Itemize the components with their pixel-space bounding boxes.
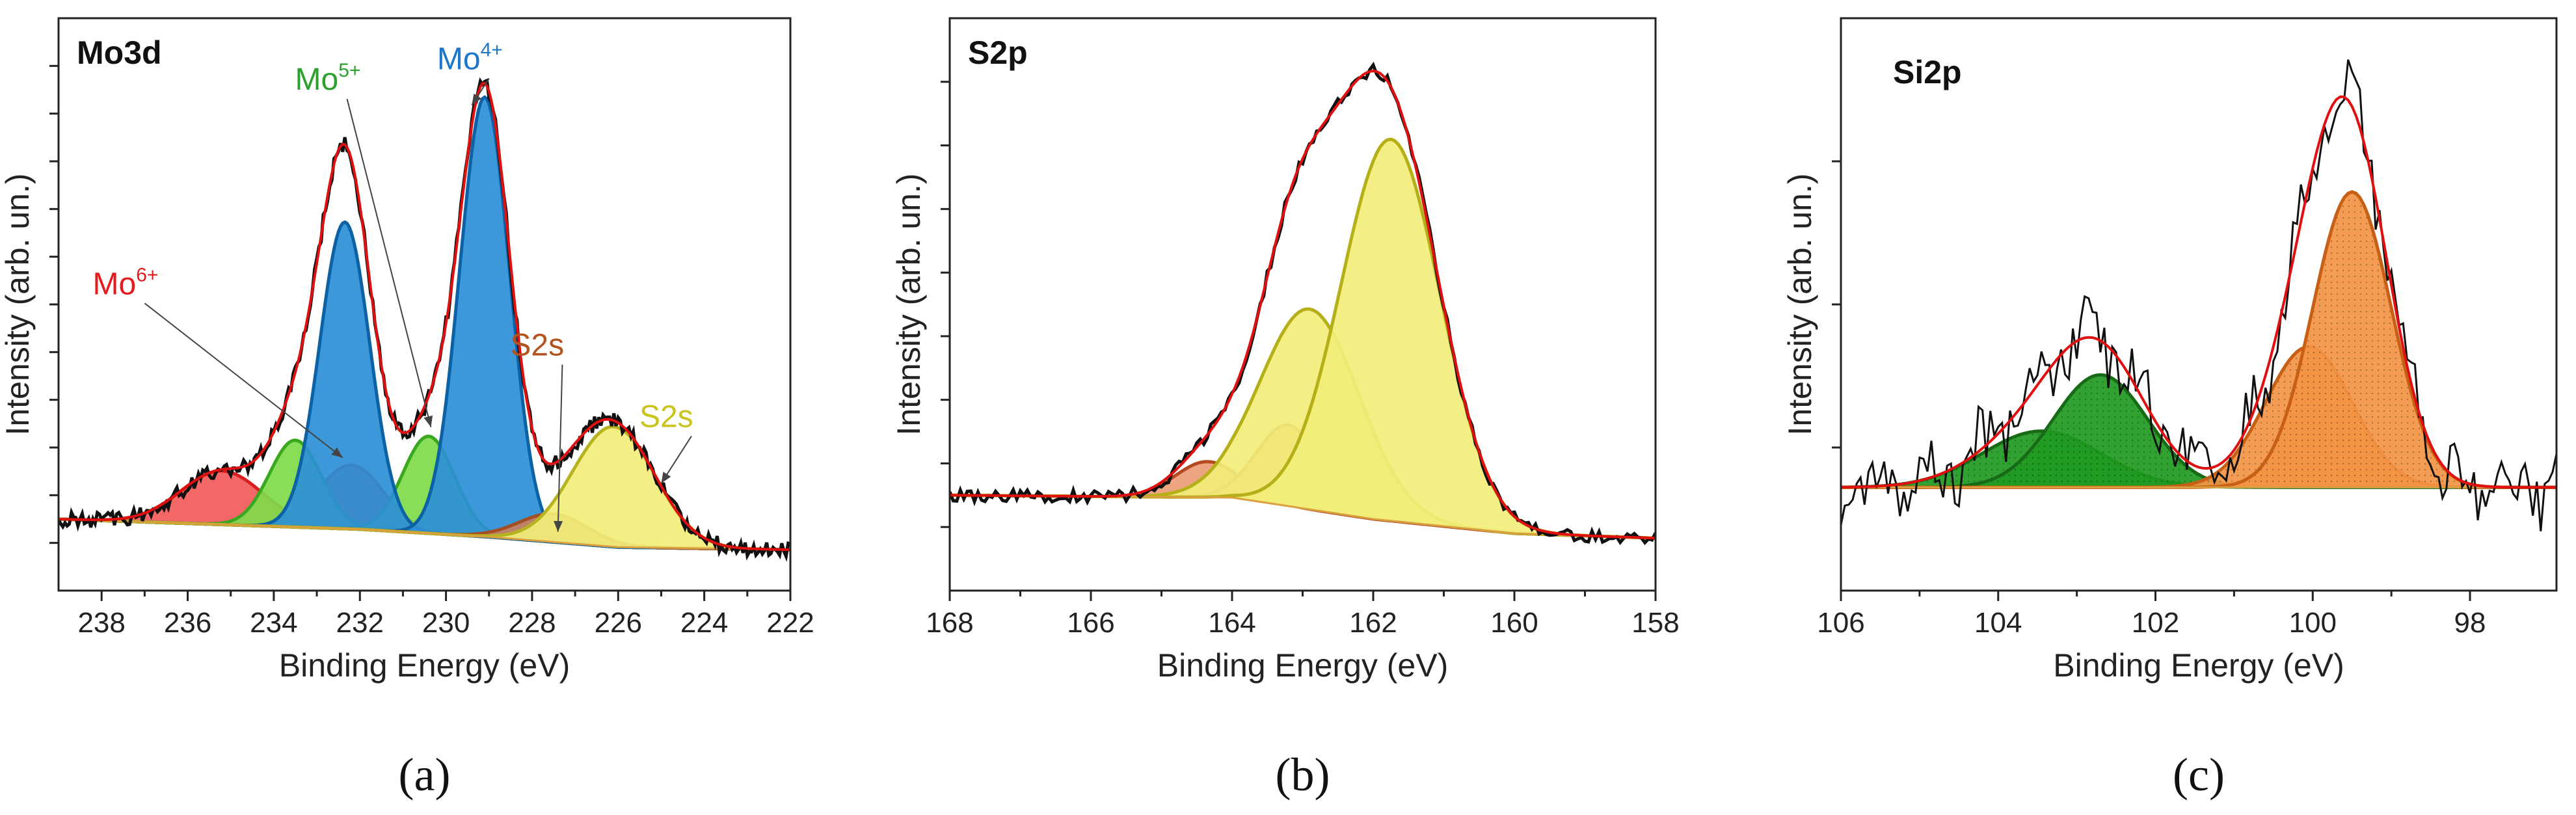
annotation-label: S2s — [510, 328, 564, 363]
panel-b: 168 166 164 162 160 158 Binding Energy (eV) Int… — [891, 17, 1680, 801]
annotation-label: Mo6+ — [93, 264, 159, 301]
x-tick-label: 230 — [422, 607, 470, 639]
annotation-arrow — [346, 98, 432, 427]
annotation-text: S2s — [510, 328, 564, 363]
x-axis-label: Binding Energy (eV) — [2053, 647, 2344, 684]
fit-envelope — [950, 70, 1656, 540]
annotation-arrowhead — [423, 415, 433, 427]
x-tick-label: 158 — [1631, 607, 1679, 639]
panel-sublabel: (b) — [1276, 749, 1330, 801]
x-tick-label: 234 — [250, 607, 297, 639]
x-tick-label: 98 — [2454, 607, 2486, 639]
x-tick-label: 228 — [508, 607, 556, 639]
annotation-arrowhead — [661, 472, 671, 483]
component-peak-mo6-3d3-2 — [59, 471, 790, 550]
component-peak-s2p-3-2 — [950, 139, 1656, 539]
annotation-superscript: 6+ — [136, 264, 158, 286]
panel-a: 238 236 234 232 230 228 226 224 222 Binding Energ… — [0, 17, 814, 801]
annotation-label: S2s — [639, 400, 693, 434]
x-tick-label: 160 — [1490, 607, 1538, 639]
component-peak-si-b-stipple — [1841, 191, 2556, 488]
panel-sublabel: (c) — [2173, 749, 2225, 801]
panel-sublabel: (a) — [399, 749, 451, 801]
panel-title: Mo3d — [77, 34, 162, 71]
annotation-label: Mo4+ — [437, 40, 503, 77]
component-peak-s2s — [59, 427, 790, 550]
annotation-arrowhead — [472, 93, 482, 105]
annotation-text: Mo — [93, 267, 137, 301]
annotation-superscript: 5+ — [338, 60, 360, 81]
x-tick-label: 226 — [595, 607, 642, 639]
panel-c: 106 104 102 100 98 Binding Energy (eV) Intensi… — [1782, 17, 2558, 801]
y-axis-label: Intensity (arb. un.) — [891, 174, 927, 436]
x-tick-label: 238 — [77, 607, 125, 639]
x-tick-label: 100 — [2289, 607, 2337, 639]
annotation-arrowhead — [554, 520, 563, 532]
x-tick-label: 168 — [926, 607, 973, 639]
annotation-label: Mo5+ — [295, 60, 361, 97]
annotation-arrowhead — [331, 447, 343, 458]
fit-envelope — [1841, 95, 2556, 489]
y-axis-label: Intensity (arb. un.) — [0, 174, 36, 436]
x-tick-label: 164 — [1208, 607, 1255, 639]
annotation-arrow — [144, 302, 343, 459]
panel-title: S2p — [968, 34, 1028, 71]
x-tick-label: 106 — [1817, 607, 1864, 639]
plot-area — [1841, 59, 2556, 531]
x-tick-label: 224 — [680, 607, 728, 639]
x-tick-label: 222 — [766, 607, 814, 639]
annotation-text: Mo — [437, 42, 481, 77]
x-tick-label: 104 — [1974, 607, 2022, 639]
x-axis-label: Binding Energy (eV) — [1157, 647, 1448, 684]
x-tick-label: 162 — [1349, 607, 1397, 639]
plot-area — [59, 77, 790, 562]
background-line — [59, 518, 790, 551]
x-tick-label: 232 — [336, 607, 384, 639]
annotation-superscript: 4+ — [481, 40, 503, 61]
annotation-text: Mo — [295, 62, 339, 97]
measured-spectrum — [1841, 59, 2556, 531]
annotation-arrow — [557, 364, 563, 532]
fit-envelope — [59, 81, 790, 552]
y-axis-label: Intensity (arb. un.) — [1782, 174, 1818, 436]
x-axis-label: Binding Energy (eV) — [279, 647, 570, 684]
plot-area — [950, 61, 1656, 546]
x-tick-label: 102 — [2132, 607, 2179, 639]
panel-title: Si2p — [1893, 54, 1962, 90]
component-peak-mo5-3d5-2 — [59, 436, 790, 550]
plot-frame — [1840, 17, 2558, 592]
x-tick-label: 236 — [164, 607, 211, 639]
component-peak-s2p-1-2 — [950, 309, 1656, 539]
x-tick-label: 166 — [1067, 607, 1114, 639]
annotation-text: S2s — [639, 400, 693, 434]
component-peak-mo5-3d3-2 — [59, 440, 790, 550]
